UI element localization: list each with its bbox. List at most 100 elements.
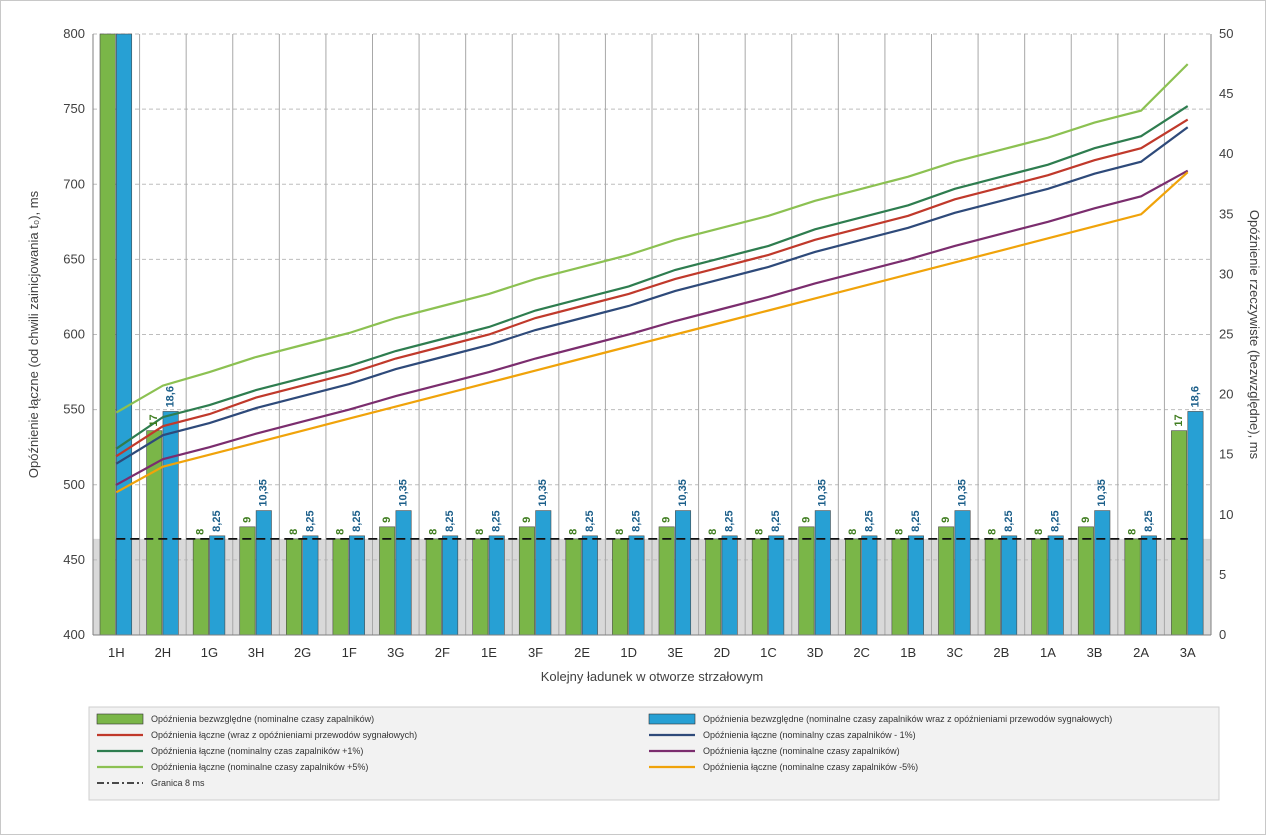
data-labels: 17 8 9 8 8 9 8 8 9 8 8 9 8 8 9 8 8 9 8 8 9 8 17 18,6 8,25 10,35 8,… bbox=[148, 386, 1201, 535]
bar-blue bbox=[162, 411, 179, 636]
bar-green bbox=[1124, 538, 1141, 636]
bar-green bbox=[565, 538, 582, 636]
bar-blue bbox=[1047, 535, 1064, 636]
legend-label: Opóźnienia bezwzględne (nominalne czasy … bbox=[151, 714, 374, 724]
bar-green bbox=[751, 538, 768, 636]
bar-blue bbox=[302, 535, 319, 636]
x-tick-label: 3A bbox=[1180, 645, 1196, 660]
y-tick-label: 700 bbox=[63, 176, 85, 191]
data-label: 8 bbox=[987, 529, 999, 535]
y-tick-label: 750 bbox=[63, 101, 85, 116]
x-tick-label: 3D bbox=[807, 645, 824, 660]
bar-blue bbox=[116, 33, 133, 636]
y2-tick-label: 10 bbox=[1219, 507, 1233, 522]
data-label: 8,25 bbox=[444, 510, 456, 531]
data-label: 8 bbox=[334, 529, 346, 535]
legend-label: Opóźnienia łączne (nominalne czasy zapal… bbox=[703, 746, 900, 756]
legend-label: Opóźnienia łączne (nominalne czasy zapal… bbox=[151, 762, 368, 772]
bar-green bbox=[891, 538, 908, 636]
data-label: 8,25 bbox=[1003, 510, 1015, 531]
bar-green bbox=[1031, 538, 1048, 636]
bar-blue bbox=[348, 535, 365, 636]
line-series-3 bbox=[115, 169, 1189, 486]
bar-blue bbox=[1140, 535, 1157, 636]
data-label: 8 bbox=[195, 529, 207, 535]
data-label: 9 bbox=[800, 517, 812, 523]
bar-green bbox=[938, 526, 955, 636]
line-series-2 bbox=[115, 105, 1189, 450]
data-label: 8,25 bbox=[863, 510, 875, 531]
x-tick-label: 1D bbox=[620, 645, 637, 660]
line-series-0 bbox=[115, 118, 1189, 458]
grid bbox=[92, 33, 1212, 635]
bar-green bbox=[658, 526, 675, 636]
y-tick-label: 450 bbox=[63, 552, 85, 567]
x-tick-label: 3F bbox=[528, 645, 543, 660]
bar-green bbox=[798, 526, 815, 636]
bar-blue bbox=[535, 510, 552, 636]
data-label: 10,35 bbox=[956, 479, 968, 507]
bar-blue bbox=[1187, 411, 1204, 636]
bar-blue bbox=[907, 535, 924, 636]
y2-tick-label: 30 bbox=[1219, 266, 1233, 281]
data-label: 8 bbox=[707, 529, 719, 535]
bar-blue bbox=[721, 535, 738, 636]
y-axis-title: Opóźnienie łączne (od chwili zainicjowan… bbox=[26, 190, 41, 478]
data-label: 8,25 bbox=[910, 510, 922, 531]
data-label: 8,25 bbox=[770, 510, 782, 531]
x-tick-label: 1H bbox=[108, 645, 125, 660]
bar-blue bbox=[581, 535, 598, 636]
x-tick-label: 2C bbox=[853, 645, 870, 660]
y-tick-label: 650 bbox=[63, 251, 85, 266]
x-tick-label: 1G bbox=[201, 645, 218, 660]
bar-green bbox=[518, 526, 535, 636]
x-tick-label: 1F bbox=[342, 645, 357, 660]
bar-blue bbox=[675, 510, 692, 636]
bar-green bbox=[1171, 430, 1188, 636]
axes: 400 450 500 550 600 650 700 750 800 0 5 10 15 20 25 30 3… bbox=[63, 26, 1233, 660]
y2-tick-label: 35 bbox=[1219, 206, 1233, 221]
bar-green bbox=[192, 538, 209, 636]
x-tick-label: 3B bbox=[1087, 645, 1103, 660]
bar-green bbox=[239, 526, 256, 636]
data-label: 8 bbox=[474, 529, 486, 535]
y-tick-label: 550 bbox=[63, 402, 85, 417]
data-label: 8 bbox=[847, 529, 859, 535]
bar-blue bbox=[628, 535, 645, 636]
bar-blue bbox=[954, 510, 971, 636]
y2-axis-title: Opóźnienie rzeczywiste (bezwzględne), ms bbox=[1247, 210, 1262, 460]
bar-blue bbox=[768, 535, 785, 636]
x-axis-title: Kolejny ładunek w otworze strzałowym bbox=[541, 669, 764, 684]
data-label: 8 bbox=[1126, 529, 1138, 535]
data-label: 9 bbox=[1080, 517, 1092, 523]
data-label: 8,25 bbox=[1050, 510, 1062, 531]
lines bbox=[115, 63, 1189, 540]
bar-blue bbox=[1001, 535, 1018, 636]
y2-tick-label: 5 bbox=[1219, 567, 1226, 582]
data-label: 8 bbox=[754, 529, 766, 535]
x-tick-label: 3G bbox=[387, 645, 404, 660]
x-tick-label: 2E bbox=[574, 645, 590, 660]
data-label: 8,25 bbox=[630, 510, 642, 531]
line-series-5 bbox=[115, 171, 1189, 494]
x-tick-label: 1C bbox=[760, 645, 777, 660]
y2-tick-label: 25 bbox=[1219, 327, 1233, 342]
data-label: 10,35 bbox=[817, 479, 829, 507]
data-label: 18,6 bbox=[165, 386, 177, 407]
x-tick-label: 2G bbox=[294, 645, 311, 660]
data-label: 8,25 bbox=[724, 510, 736, 531]
data-label: 8,25 bbox=[211, 510, 223, 531]
bar-green bbox=[705, 538, 722, 636]
data-label: 9 bbox=[241, 517, 253, 523]
data-label: 9 bbox=[521, 517, 533, 523]
bar-blue bbox=[861, 535, 878, 636]
data-label: 10,35 bbox=[677, 479, 689, 507]
bar-blue bbox=[255, 510, 272, 636]
data-label: 8,25 bbox=[584, 510, 596, 531]
y2-tick-label: 45 bbox=[1219, 86, 1233, 101]
data-label: 8 bbox=[614, 529, 626, 535]
data-label: 8 bbox=[567, 529, 579, 535]
x-tick-label: 3C bbox=[946, 645, 963, 660]
data-label: 8 bbox=[428, 529, 440, 535]
x-tick-label: 3E bbox=[667, 645, 683, 660]
